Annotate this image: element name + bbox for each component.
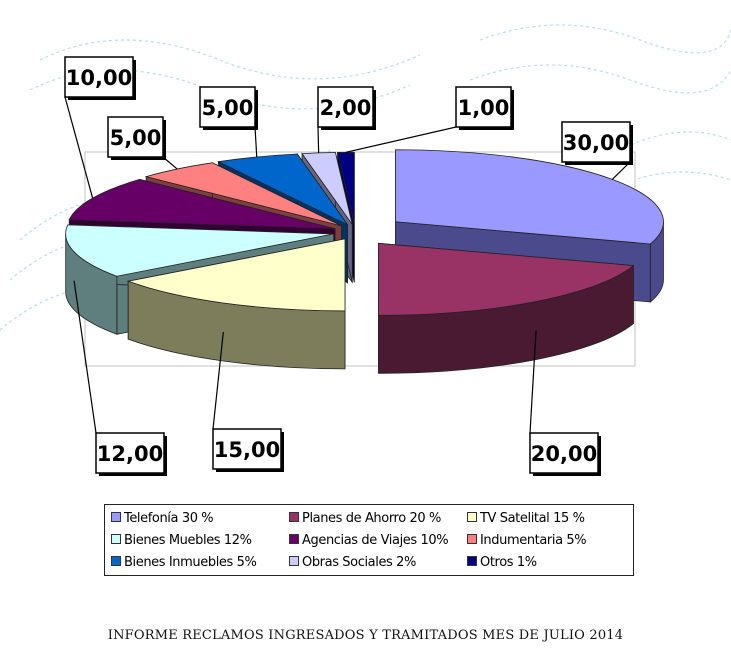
- slice-top: [126, 238, 346, 312]
- legend-label: Obras Sociales 2%: [302, 555, 416, 570]
- legend-item-obras-sociales: Obras Sociales 2%: [289, 553, 416, 573]
- legend-swatch: [111, 534, 121, 544]
- legend-label: Agencias de Viajes 10%: [302, 533, 449, 548]
- data-label-box: [212, 428, 282, 470]
- slice-top: [144, 162, 342, 227]
- legend-label: Otros 1%: [480, 555, 537, 570]
- legend-swatch: [467, 512, 477, 522]
- legend-swatch: [111, 512, 121, 522]
- data-label-text: 15,00: [214, 438, 280, 462]
- data-label-box: [95, 432, 165, 474]
- legend-swatch: [289, 556, 299, 566]
- data-label-text: 12,00: [97, 442, 163, 466]
- legend-item-bienes-inmuebles: Bienes Inmuebles 5%: [111, 553, 257, 573]
- slice-top: [378, 242, 635, 316]
- legend-swatch: [467, 534, 477, 544]
- legend-item-bienes-muebles: Bienes Muebles 12%: [111, 531, 252, 551]
- legend: Telefonía 30 % Planes de Ahorro 20 % TV …: [104, 504, 634, 576]
- data-label: 10,00: [64, 56, 136, 100]
- data-label: 15,00: [212, 428, 284, 472]
- chart-footer-title: INFORME RECLAMOS INGRESADOS Y TRAMITADOS…: [107, 628, 624, 643]
- data-label-box: [561, 121, 631, 163]
- pie-slice: [378, 242, 635, 374]
- data-label-box: [199, 86, 256, 128]
- data-label-box: [529, 432, 599, 474]
- legend-label: Bienes Inmuebles 5%: [124, 555, 257, 570]
- data-label-text: 5,00: [110, 126, 162, 150]
- data-label: 1,00: [455, 86, 514, 130]
- data-label: 20,00: [529, 432, 601, 476]
- leader-line: [64, 96, 94, 199]
- data-label-box: [64, 56, 134, 98]
- legend-label: TV Satelital 15 %: [480, 511, 585, 526]
- slice-top: [68, 179, 336, 230]
- leader-line: [212, 331, 224, 430]
- pie-chart: 30,00 20,00 15,00 12,00 10,00 5,00 5,00 2,00 1,0…: [64, 56, 664, 476]
- data-label-text: 1,00: [458, 96, 510, 120]
- legend-label: Telefonía 30 %: [124, 511, 214, 526]
- legend-item-otros: Otros 1%: [467, 553, 537, 573]
- leader-line: [345, 126, 457, 153]
- data-label: 12,00: [95, 432, 167, 476]
- leader-line: [529, 330, 537, 434]
- data-label-text: 10,00: [66, 66, 132, 90]
- data-label-text: 5,00: [202, 96, 254, 120]
- slice-top: [395, 149, 664, 245]
- legend-swatch: [467, 556, 477, 566]
- legend-label: Bienes Muebles 12%: [124, 533, 252, 548]
- legend-item-planes-de-ahorro: Planes de Ahorro 20 %: [289, 509, 441, 529]
- leader-line: [73, 280, 97, 434]
- slice-top: [336, 151, 355, 225]
- legend-item-agencias-de-viajes: Agencias de Viajes 10%: [289, 531, 449, 551]
- legend-item-telefonia: Telefonía 30 %: [111, 509, 214, 529]
- data-label: 5,00: [107, 116, 166, 160]
- data-label-box: [317, 86, 374, 128]
- leader-line: [254, 126, 258, 158]
- legend-swatch: [289, 534, 299, 544]
- data-label-text: 30,00: [563, 131, 629, 155]
- data-label-text: 20,00: [531, 442, 597, 466]
- data-label: 30,00: [561, 121, 633, 165]
- legend-swatch: [289, 512, 299, 522]
- slice-top: [65, 224, 334, 277]
- leader-line: [317, 126, 320, 153]
- data-label: 2,00: [317, 86, 376, 130]
- data-label-text: 2,00: [320, 96, 372, 120]
- legend-label: Indumentaria 5%: [480, 533, 587, 548]
- legend-label: Planes de Ahorro 20 %: [302, 511, 441, 526]
- legend-item-tv-satelital: TV Satelital 15 %: [467, 509, 585, 529]
- pie-slice: [126, 238, 346, 370]
- data-label: 5,00: [199, 86, 258, 130]
- slice-top: [301, 152, 353, 225]
- data-label-box: [107, 116, 164, 158]
- slice-top: [217, 153, 348, 226]
- legend-swatch: [111, 556, 121, 566]
- legend-item-indumentaria: Indumentaria 5%: [467, 531, 587, 551]
- data-label-box: [455, 86, 512, 128]
